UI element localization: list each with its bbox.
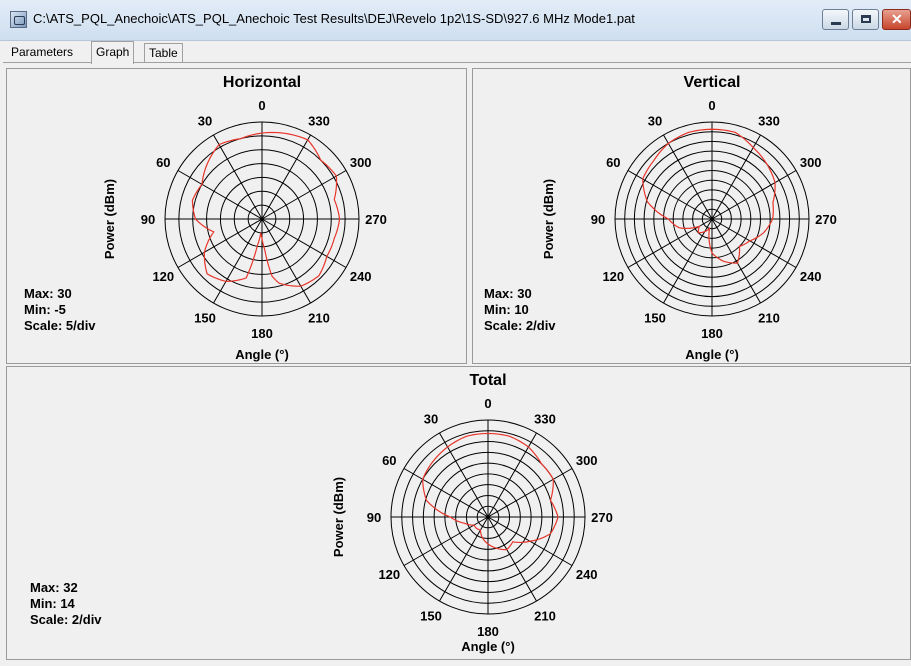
grid-spoke [261, 218, 311, 304]
angle-tick-label: 270 [815, 212, 837, 227]
x-axis-label: Angle (°) [235, 347, 289, 362]
angle-tick-label: 30 [198, 113, 212, 128]
y-axis-label: Power (dBm) [102, 179, 117, 259]
data-trace [422, 432, 559, 551]
grid-spoke [627, 170, 713, 220]
scale-label: Scale: 2/div [484, 318, 556, 333]
close-button[interactable]: ✕ [882, 9, 911, 30]
window-title: C:\ATS_PQL_Anechoic\ATS_PQL_Anechoic Tes… [33, 11, 635, 26]
angle-tick-label: 180 [477, 624, 499, 639]
grid-spoke [261, 170, 347, 220]
angle-tick-label: 210 [534, 609, 556, 624]
grid-spoke [213, 218, 263, 304]
angle-tick-label: 120 [602, 269, 624, 284]
min-label: Min: 10 [484, 302, 529, 317]
scale-label: Scale: 5/div [24, 318, 96, 333]
angle-tick-label: 150 [420, 609, 442, 624]
angle-tick-label: 0 [484, 396, 491, 411]
angle-tick-label: 240 [576, 567, 598, 582]
chart-title: Vertical [684, 74, 741, 91]
tab-table[interactable]: Table [144, 43, 183, 62]
data-trace [642, 128, 776, 264]
horizontal-polar-plot: Horizontal 0 330 300 270 240 210 180 150 120 90 60 3… [102, 74, 387, 362]
maximize-icon [861, 15, 871, 23]
angle-tick-label: 60 [156, 155, 170, 170]
minimize-icon [831, 22, 841, 25]
grid-spoke [663, 218, 713, 304]
max-label: Max: 30 [484, 286, 532, 301]
angle-tick-label: 120 [152, 269, 174, 284]
minimize-button[interactable] [822, 9, 849, 30]
x-axis-label: Angle (°) [685, 347, 739, 362]
angle-tick-label: 270 [591, 510, 613, 525]
angle-tick-label: 90 [367, 510, 381, 525]
angle-tick-label: 300 [800, 155, 822, 170]
app-icon[interactable] [10, 11, 27, 28]
angle-tick-label: 180 [251, 326, 273, 341]
angle-tick-label: 60 [606, 155, 620, 170]
angle-tick-label: 210 [758, 311, 780, 326]
maximize-button[interactable] [852, 9, 879, 30]
chart-title: Total [469, 372, 506, 389]
horizontal-panel: Horizontal 0 330 300 270 240 210 180 150 120 90 60 3… [6, 68, 467, 364]
grid-spoke [439, 516, 489, 602]
grid-spoke [177, 218, 263, 268]
vertical-polar-plot: Vertical 0 330 300 270 240 210 180 150 120 90 60 30 A… [541, 74, 837, 362]
grid-spoke [177, 170, 263, 220]
min-label: Min: 14 [30, 596, 75, 611]
grid-spoke [487, 468, 573, 518]
total-panel: Total 0 330 300 270 240 210 180 150 120 90 60 30 Angl… [6, 366, 911, 660]
tab-parameters[interactable]: Parameters [11, 45, 74, 59]
angle-tick-label: 90 [591, 212, 605, 227]
angle-tick-label: 150 [194, 311, 216, 326]
close-icon: ✕ [891, 11, 903, 27]
max-label: Max: 30 [24, 286, 72, 301]
angle-tick-label: 180 [701, 326, 723, 341]
chart-title: Horizontal [223, 74, 301, 91]
grid-spoke [711, 134, 761, 220]
angle-tick-label: 90 [141, 212, 155, 227]
min-label: Min: -5 [24, 302, 66, 317]
grid-spoke [711, 218, 761, 304]
max-label: Max: 32 [30, 580, 78, 595]
title-bar[interactable]: C:\ATS_PQL_Anechoic\ATS_PQL_Anechoic Tes… [0, 0, 911, 41]
angle-tick-label: 240 [350, 269, 372, 284]
angle-tick-label: 30 [648, 113, 662, 128]
angle-tick-label: 330 [758, 113, 780, 128]
angle-tick-label: 270 [365, 212, 387, 227]
vertical-panel: Vertical 0 330 300 270 240 210 180 150 120 90 60 30 A… [472, 68, 911, 364]
angle-tick-label: 30 [424, 411, 438, 426]
graph-content [3, 62, 911, 666]
angle-tick-label: 300 [350, 155, 372, 170]
angle-tick-label: 0 [258, 98, 265, 113]
grid-spoke [711, 170, 797, 220]
grid-spoke [213, 134, 263, 220]
data-trace [191, 131, 341, 287]
grid-spoke [487, 516, 537, 602]
grid-spoke [663, 134, 713, 220]
angle-tick-label: 120 [378, 567, 400, 582]
y-axis-label: Power (dBm) [331, 477, 346, 557]
grid-spoke [403, 468, 489, 518]
x-axis-label: Angle (°) [461, 639, 515, 654]
angle-tick-label: 330 [534, 411, 556, 426]
angle-tick-label: 150 [644, 311, 666, 326]
scale-label: Scale: 2/div [30, 612, 102, 627]
grid-spoke [261, 218, 347, 268]
angle-tick-label: 210 [308, 311, 330, 326]
angle-tick-label: 300 [576, 453, 598, 468]
angle-tick-label: 240 [800, 269, 822, 284]
angle-tick-label: 330 [308, 113, 330, 128]
grid-spoke [261, 134, 311, 220]
grid-spoke [711, 218, 797, 268]
angle-tick-label: 60 [382, 453, 396, 468]
y-axis-label: Power (dBm) [541, 179, 556, 259]
angle-tick-label: 0 [708, 98, 715, 113]
tab-graph[interactable]: Graph [91, 41, 135, 64]
total-polar-plot: Total 0 330 300 270 240 210 180 150 120 90 60 30 Angl… [331, 372, 613, 654]
